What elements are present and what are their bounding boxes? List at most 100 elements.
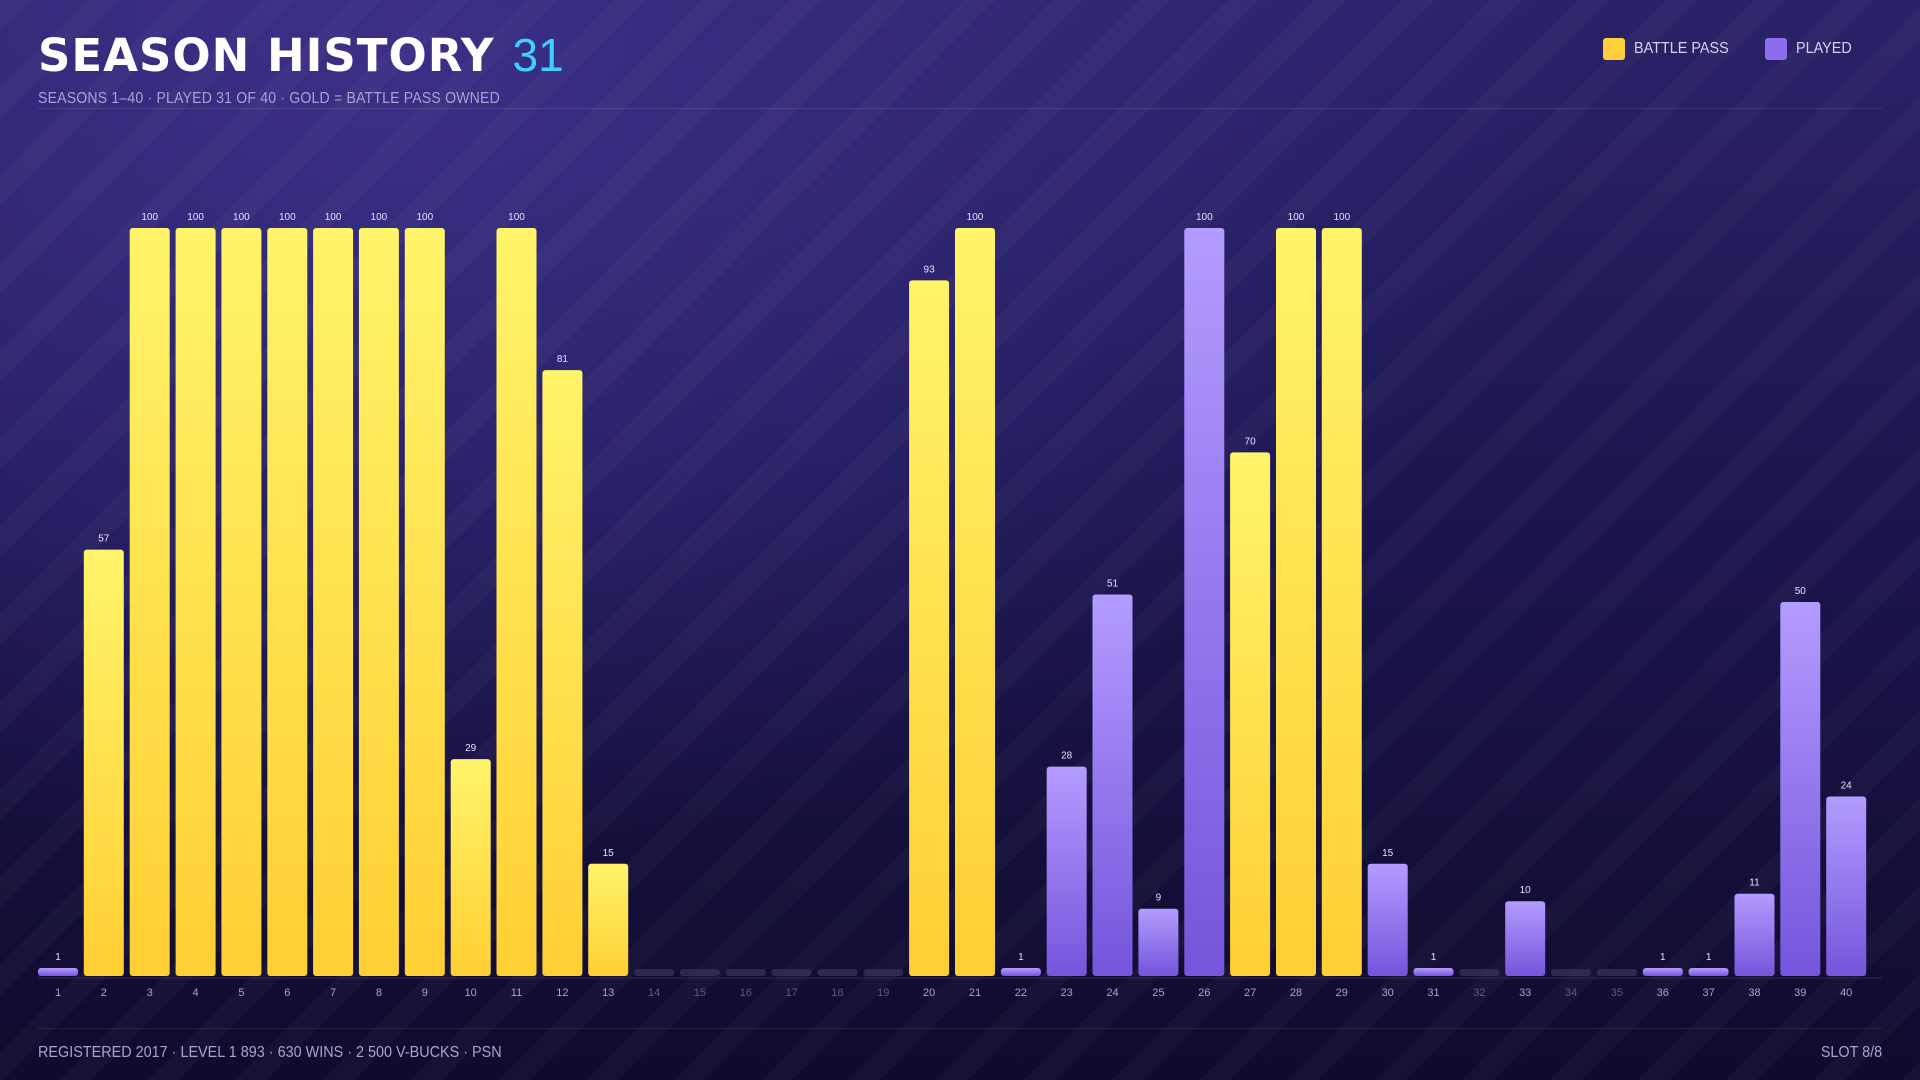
value-label-10: 29 [465, 743, 477, 754]
tick-label-19: 19 [877, 987, 889, 999]
season-bar-33 [1505, 901, 1546, 976]
season-bar-15 [679, 969, 720, 976]
tick-label-11: 11 [511, 987, 522, 999]
value-label-6: 100 [279, 212, 296, 223]
value-label-9: 100 [416, 212, 433, 223]
season-bar-21 [955, 228, 995, 976]
season-bar-29 [1321, 228, 1362, 976]
tick-label-10: 10 [465, 987, 477, 999]
season-bar-19 [863, 969, 904, 976]
value-label-12: 81 [557, 354, 569, 365]
value-label-13: 15 [603, 848, 615, 859]
tick-label-40: 40 [1840, 987, 1852, 999]
value-label-23: 28 [1061, 751, 1073, 762]
season-bar-22 [1000, 968, 1041, 976]
legend-label-battle-pass: BATTLE PASS [1633, 40, 1729, 57]
bars-group: 1157210031004100510061007100810092910100… [38, 212, 1867, 999]
tick-label-38: 38 [1748, 987, 1760, 999]
season-bar-27 [1230, 452, 1271, 976]
tick-label-14: 14 [648, 987, 660, 999]
legend-item-battle-pass: BATTLE PASS [1602, 38, 1739, 60]
season-bar-39 [1780, 602, 1821, 976]
season-bar-12 [542, 370, 583, 977]
tick-label-27: 27 [1244, 987, 1256, 999]
value-label-27: 70 [1245, 436, 1257, 447]
season-bar-9 [404, 228, 445, 976]
value-label-11: 100 [508, 212, 525, 223]
value-label-5: 100 [233, 212, 250, 223]
value-label-24: 51 [1107, 579, 1119, 590]
season-bar-8 [358, 228, 399, 976]
season-bar-40 [1826, 796, 1867, 976]
value-label-3: 100 [141, 212, 158, 223]
value-label-31: 1 [1431, 952, 1437, 963]
value-label-40: 24 [1841, 781, 1853, 792]
season-bar-7 [313, 228, 354, 976]
season-bar-18 [817, 969, 858, 976]
season-bar-17 [771, 969, 812, 976]
tick-label-29: 29 [1336, 987, 1348, 999]
tick-label-24: 24 [1106, 987, 1118, 999]
season-bar-36 [1642, 968, 1683, 976]
tick-label-18: 18 [831, 987, 843, 999]
page-subtitle: SEASONS 1–40 · PLAYED 31 OF 40 · GOLD = … [38, 90, 500, 107]
value-label-39: 50 [1795, 586, 1807, 597]
tick-label-26: 26 [1198, 987, 1210, 999]
tick-label-7: 7 [330, 987, 336, 999]
season-bar-35 [1596, 969, 1637, 976]
season-bar-5 [221, 228, 262, 976]
tick-label-39: 39 [1794, 987, 1806, 999]
page-title: SEASON HISTORY [38, 29, 495, 82]
value-label-36: 1 [1660, 952, 1666, 963]
season-bar-31 [1413, 968, 1454, 976]
tick-label-30: 30 [1382, 987, 1394, 999]
legend-label-played: PLAYED [1796, 40, 1852, 57]
tick-label-13: 13 [602, 987, 614, 999]
tick-label-35: 35 [1611, 987, 1623, 999]
tick-label-36: 36 [1657, 987, 1669, 999]
tick-label-16: 16 [740, 987, 752, 999]
tick-label-3: 3 [147, 987, 153, 999]
tick-label-25: 25 [1152, 987, 1164, 999]
header-divider [38, 108, 1882, 109]
value-label-20: 93 [924, 264, 936, 275]
season-bar-30 [1367, 863, 1408, 976]
season-bar-23 [1046, 766, 1087, 976]
season-bar-1 [38, 968, 78, 976]
tick-label-5: 5 [238, 987, 244, 999]
value-label-22: 1 [1018, 952, 1024, 963]
value-label-8: 100 [371, 212, 388, 223]
value-label-4: 100 [187, 212, 204, 223]
tick-label-1: 1 [55, 987, 61, 999]
season-bar-11 [496, 228, 537, 976]
season-bar-32 [1459, 969, 1500, 976]
legend-swatch-battle-pass [1602, 38, 1625, 60]
legend-item-played: PLAYED [1765, 38, 1858, 60]
tick-label-23: 23 [1061, 987, 1073, 999]
season-bar-10 [450, 759, 491, 976]
value-label-38: 11 [1749, 878, 1760, 889]
season-bar-37 [1688, 968, 1729, 976]
season-bar-34 [1551, 969, 1591, 976]
tick-label-8: 8 [376, 987, 382, 999]
legend-swatch-played [1765, 38, 1788, 60]
value-label-28: 100 [1288, 212, 1305, 223]
value-label-1: 1 [55, 952, 61, 963]
value-label-7: 100 [325, 212, 342, 223]
tick-label-6: 6 [284, 987, 290, 999]
season-bar-24 [1092, 594, 1133, 976]
tick-label-20: 20 [923, 987, 935, 999]
season-bar-6 [267, 228, 308, 976]
season-bar-28 [1276, 228, 1316, 976]
season-bar-16 [725, 969, 766, 976]
season-bar-26 [1184, 228, 1225, 976]
value-label-2: 57 [98, 534, 110, 545]
tick-label-15: 15 [694, 987, 706, 999]
season-bar-3 [129, 228, 170, 976]
profile-summary: REGISTERED 2017 · LEVEL 1 893 · 630 WINS… [38, 1044, 502, 1061]
played-count: 31 [512, 29, 564, 81]
tick-label-12: 12 [556, 987, 568, 999]
value-label-37: 1 [1706, 952, 1712, 963]
tick-label-4: 4 [193, 987, 199, 999]
